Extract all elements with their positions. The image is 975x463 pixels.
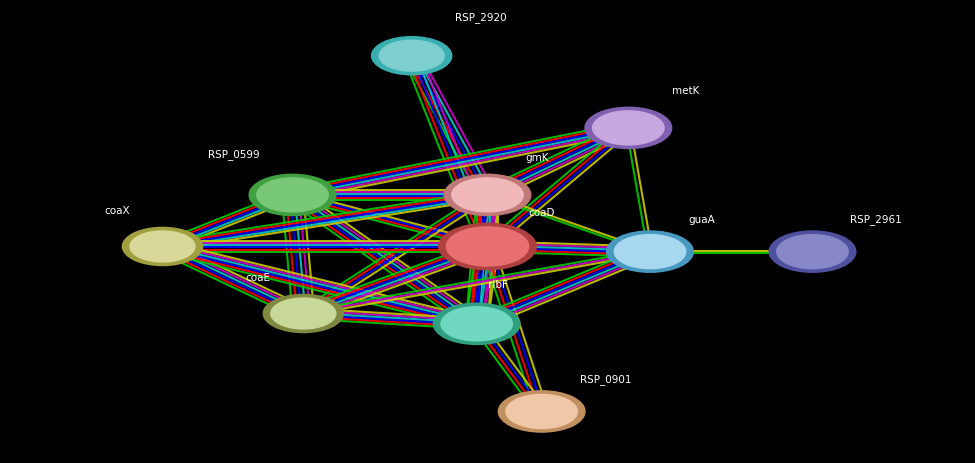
- Text: RSP_2961: RSP_2961: [850, 214, 902, 225]
- Text: coaE: coaE: [246, 272, 271, 282]
- Text: ribF: ribF: [488, 279, 507, 289]
- Circle shape: [379, 41, 445, 72]
- Text: coaD: coaD: [528, 207, 555, 217]
- Circle shape: [585, 108, 672, 149]
- Circle shape: [447, 227, 528, 267]
- Circle shape: [506, 394, 577, 429]
- Circle shape: [263, 295, 343, 333]
- Circle shape: [614, 235, 685, 269]
- Circle shape: [593, 112, 664, 145]
- Text: coaX: coaX: [104, 205, 130, 215]
- Circle shape: [777, 235, 848, 269]
- Circle shape: [439, 224, 536, 270]
- Circle shape: [256, 179, 329, 213]
- Circle shape: [130, 232, 195, 263]
- Circle shape: [606, 232, 693, 273]
- Text: gmK: gmK: [526, 153, 549, 163]
- Circle shape: [498, 391, 585, 432]
- Text: RSP_0901: RSP_0901: [579, 373, 631, 384]
- Text: RSP_0599: RSP_0599: [209, 149, 260, 160]
- Text: guaA: guaA: [688, 215, 715, 225]
- Circle shape: [250, 175, 335, 216]
- Circle shape: [769, 232, 856, 273]
- Text: RSP_2920: RSP_2920: [455, 12, 507, 23]
- Text: metK: metK: [672, 86, 699, 96]
- Circle shape: [451, 179, 524, 213]
- Circle shape: [371, 38, 451, 75]
- Circle shape: [433, 304, 520, 344]
- Circle shape: [123, 228, 203, 266]
- Circle shape: [445, 175, 530, 216]
- Circle shape: [271, 298, 335, 329]
- Circle shape: [441, 307, 513, 341]
